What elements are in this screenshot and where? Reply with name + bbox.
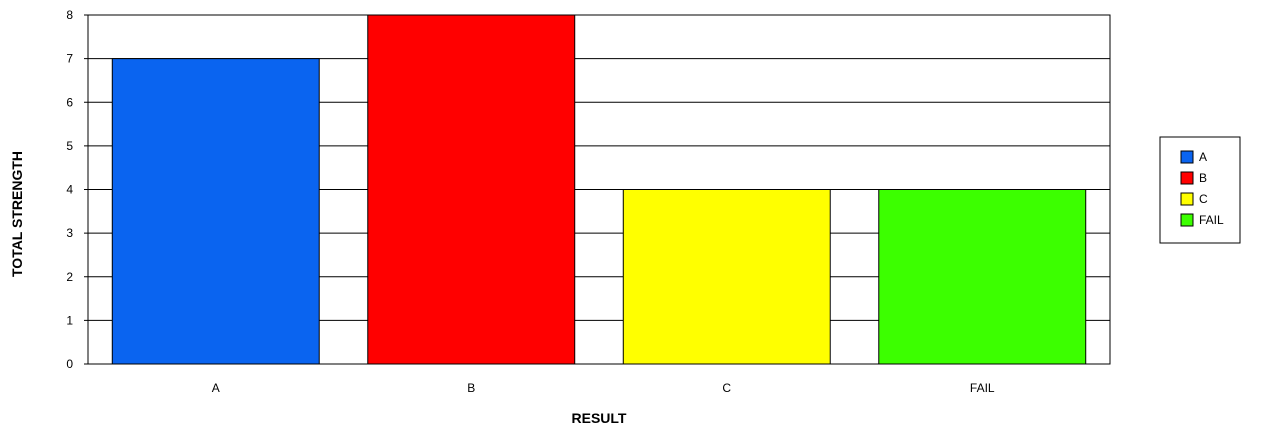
y-tick-label: 8 <box>66 8 73 22</box>
legend-label: A <box>1199 150 1207 164</box>
y-tick-label: 3 <box>66 226 73 240</box>
bar-c <box>622 189 831 365</box>
x-tick-label: A <box>212 381 220 395</box>
x-tick-label: B <box>467 381 475 395</box>
legend-swatch <box>1180 150 1194 164</box>
legend-box <box>1159 136 1241 244</box>
legend-label: FAIL <box>1199 213 1224 227</box>
legend-swatch <box>1180 213 1194 227</box>
x-axis-title: RESULT <box>572 410 627 426</box>
legend-swatch <box>1180 192 1194 206</box>
y-tick-label: 4 <box>66 183 73 197</box>
x-axis-ticks: A B C FAIL <box>212 381 995 395</box>
y-tick-label: 6 <box>66 95 73 109</box>
legend-label: B <box>1199 171 1207 185</box>
y-tick-label: 2 <box>66 270 73 284</box>
legend-label: C <box>1199 192 1208 206</box>
bar-a <box>111 58 320 365</box>
legend-swatch <box>1180 171 1194 185</box>
y-axis-title: TOTAL STRENGTH <box>9 151 25 277</box>
bar-fail <box>878 189 1087 365</box>
y-axis-ticks: 0 1 2 3 4 5 6 7 8 <box>66 8 88 371</box>
y-tick-label: 5 <box>66 139 73 153</box>
bar-b <box>367 14 576 365</box>
y-tick-label: 0 <box>66 357 73 371</box>
legend: ABC FAIL <box>1159 136 1241 244</box>
x-tick-label: FAIL <box>970 381 995 395</box>
x-tick-label: C <box>722 381 731 395</box>
y-tick-label: 7 <box>66 52 73 66</box>
y-tick-label: 1 <box>66 313 73 327</box>
